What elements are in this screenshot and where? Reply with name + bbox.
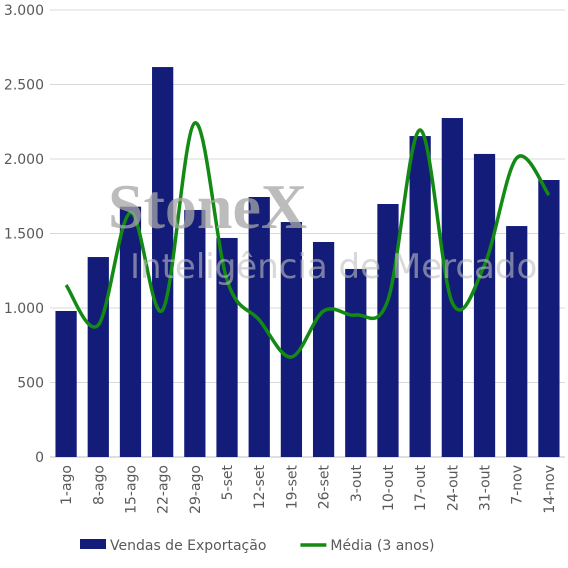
bar bbox=[248, 196, 270, 457]
x-tick-label: 7-nov bbox=[510, 465, 526, 505]
y-tick-label: 500 bbox=[17, 376, 44, 392]
bar bbox=[280, 222, 303, 457]
x-tick-label: 12-set bbox=[252, 464, 268, 509]
bar bbox=[119, 206, 142, 457]
x-tick-label: 8-ago bbox=[91, 465, 107, 505]
bar bbox=[312, 241, 335, 457]
x-tick-label: 5-set bbox=[220, 464, 236, 500]
x-tick-label: 26-set bbox=[317, 464, 333, 509]
y-tick-label: 1.500 bbox=[4, 227, 44, 243]
y-tick-label: 3.000 bbox=[4, 3, 44, 19]
bar bbox=[87, 257, 109, 457]
x-tick-label: 22-ago bbox=[156, 465, 172, 514]
watermark-logo: StoneX bbox=[108, 171, 307, 242]
y-tick-label: 2.500 bbox=[4, 78, 44, 94]
x-tick-label: 17-out bbox=[413, 464, 429, 511]
x-tick-label: 19-set bbox=[284, 464, 300, 509]
y-tick-label: 1.000 bbox=[4, 301, 44, 317]
bar bbox=[409, 136, 431, 457]
x-tick-label: 10-out bbox=[381, 464, 397, 511]
bar bbox=[345, 268, 367, 457]
bar bbox=[55, 310, 77, 457]
bar bbox=[506, 226, 528, 457]
x-tick-label: 1-ago bbox=[59, 465, 75, 505]
bar bbox=[377, 203, 399, 457]
line bbox=[64, 121, 551, 359]
x-tick-label: 14-nov bbox=[542, 465, 558, 514]
y-tick-label: 2.000 bbox=[4, 152, 44, 168]
x-tick-label: 24-out bbox=[445, 464, 461, 511]
x-tick-label: 15-ago bbox=[123, 465, 139, 514]
bar bbox=[441, 118, 463, 458]
watermark-tagline: Inteligência de Mercado bbox=[130, 247, 537, 287]
bar bbox=[152, 67, 174, 457]
legend-label: Vendas de Exportação bbox=[110, 538, 266, 554]
x-tick-label: 29-ago bbox=[188, 465, 204, 514]
legend-swatch bbox=[80, 539, 106, 549]
bar bbox=[538, 180, 560, 457]
x-tick-label: 31-out bbox=[478, 464, 494, 511]
bar bbox=[473, 153, 496, 457]
y-tick-label: 0 bbox=[35, 450, 44, 466]
x-tick-label: 3-out bbox=[349, 464, 365, 502]
legend-label: Média (3 anos) bbox=[330, 538, 434, 554]
bar bbox=[184, 209, 206, 457]
